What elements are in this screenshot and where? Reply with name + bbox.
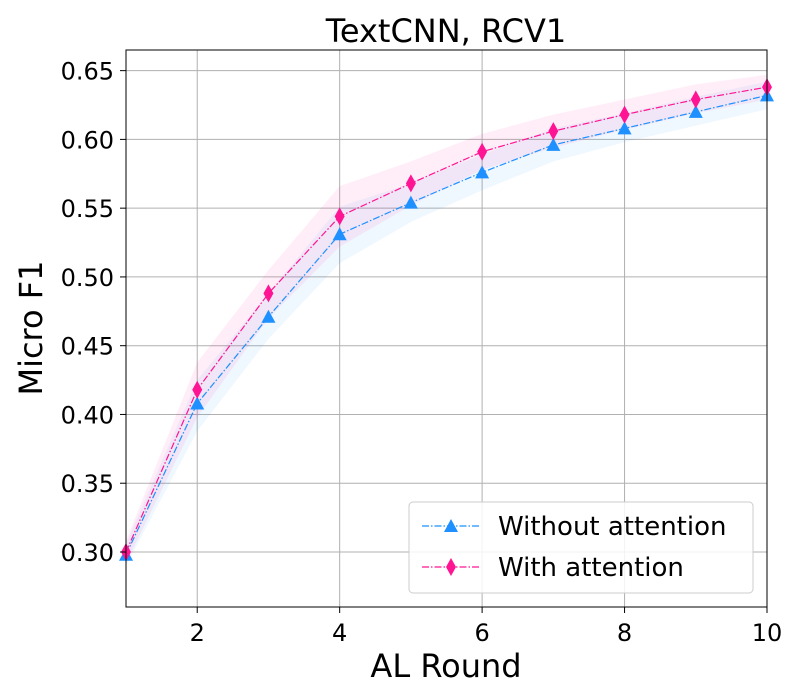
point-without-attention — [475, 165, 490, 179]
legend-label-with-attention: With attention — [498, 553, 684, 583]
legend-marker-with-attention — [446, 558, 456, 576]
point-with-attention — [548, 122, 559, 141]
point-without-attention — [617, 121, 632, 135]
point-with-attention — [690, 90, 701, 109]
point-with-attention — [477, 142, 488, 161]
point-without-attention — [190, 396, 205, 410]
y-tick-label: 0.45 — [61, 333, 114, 361]
x-tick-label: 2 — [190, 619, 205, 647]
point-with-attention — [263, 284, 274, 303]
x-axis-label: AL Round — [370, 647, 521, 685]
y-tick-label: 0.65 — [61, 58, 114, 86]
point-without-attention — [546, 137, 561, 151]
point-without-attention — [688, 104, 703, 118]
x-tick-label: 6 — [474, 619, 489, 647]
legend-label-without-attention: Without attention — [498, 512, 726, 542]
point-without-attention — [332, 227, 347, 241]
y-axis-ticks: 0.30 0.35 0.40 0.45 0.50 0.55 0.60 0.65 — [61, 58, 126, 567]
point-with-attention — [334, 207, 345, 226]
legend-marker-without-attention — [444, 519, 458, 532]
confidence-bands — [126, 74, 767, 566]
point-with-attention — [192, 380, 203, 399]
band-without-attention — [126, 81, 767, 566]
y-tick-label: 0.35 — [61, 470, 114, 498]
x-axis-ticks: 2 4 6 8 10 — [190, 607, 783, 647]
x-tick-label: 8 — [617, 619, 632, 647]
series-markers — [119, 78, 774, 561]
y-tick-label: 0.55 — [61, 195, 114, 223]
chart-title: TextCNN, RCV1 — [325, 12, 567, 50]
series-lines — [126, 86, 767, 555]
legend-box — [408, 501, 754, 594]
line-without-attention — [126, 94, 767, 555]
y-tick-label: 0.40 — [61, 401, 114, 429]
legend: Without attention With attention — [408, 501, 754, 594]
point-without-attention — [261, 309, 276, 323]
band-with-attention — [126, 74, 767, 563]
point-without-attention — [403, 195, 418, 209]
point-with-attention — [619, 105, 630, 124]
y-axis-label: Micro F1 — [12, 260, 50, 395]
line-with-attention — [126, 86, 767, 553]
y-tick-label: 0.30 — [61, 539, 114, 567]
plot-frame — [125, 49, 768, 608]
y-tick-label: 0.60 — [61, 126, 114, 154]
point-with-attention — [405, 174, 416, 193]
x-tick-label: 10 — [752, 619, 783, 647]
y-tick-label: 0.50 — [61, 264, 114, 292]
x-tick-label: 4 — [332, 619, 347, 647]
